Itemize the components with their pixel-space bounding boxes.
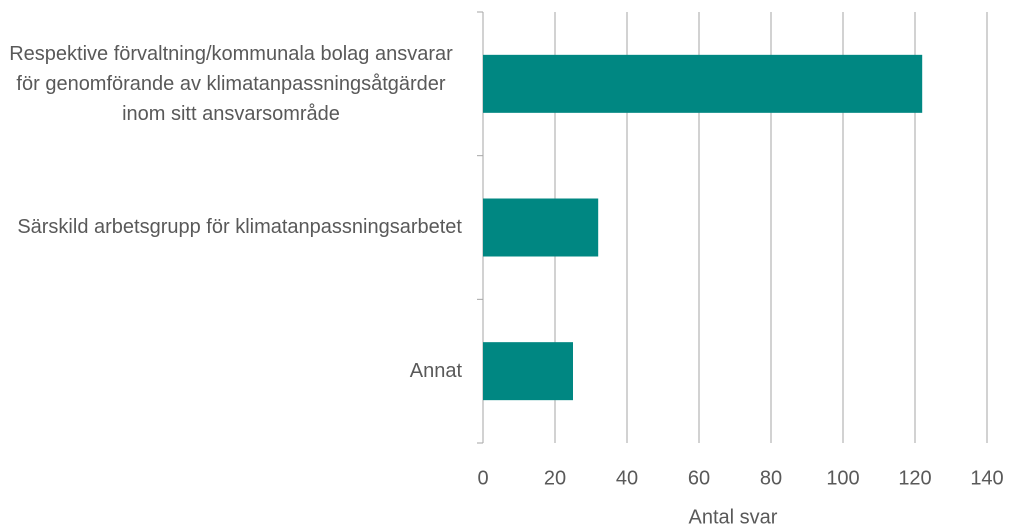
category-text: Respektive förvaltning/kommunala bolag a… (9, 42, 453, 125)
x-tick-label: 100 (826, 467, 859, 489)
x-axis-title: Antal svar (689, 506, 778, 528)
y-tick-label: Respektive förvaltning/kommunala bolag a… (0, 12, 462, 156)
bar (483, 342, 573, 401)
y-tick-label: Särskild arbetsgrupp för klimatanpassnin… (0, 156, 462, 300)
bar (483, 54, 923, 113)
category-text: Annat (409, 360, 462, 383)
x-tick-label: 20 (544, 467, 566, 489)
y-tick-label: Annat (0, 299, 462, 443)
bar (483, 198, 599, 257)
x-tick-label: 60 (688, 467, 710, 489)
category-text: Särskild arbetsgrupp för klimatanpassnin… (17, 216, 462, 239)
x-tick-label: 140 (970, 467, 1003, 489)
x-tick-label: 80 (760, 467, 782, 489)
x-tick-label: 40 (616, 467, 638, 489)
x-tick-label: 0 (477, 467, 488, 489)
x-tick-label: 120 (898, 467, 931, 489)
